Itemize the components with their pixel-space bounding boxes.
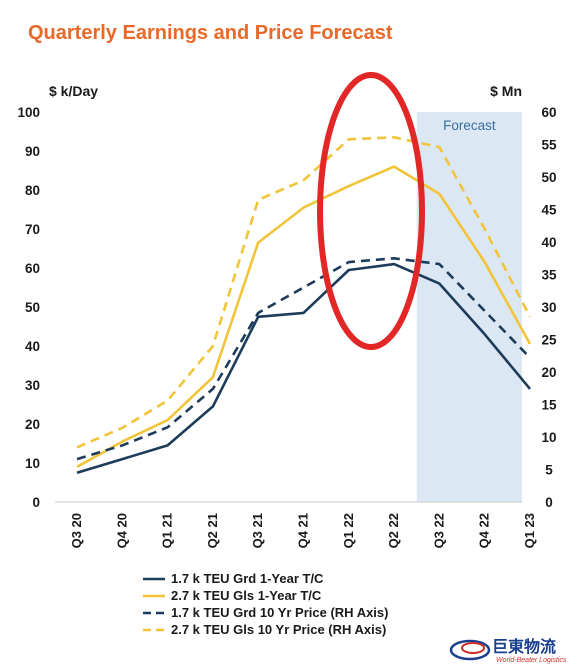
series-line-3 <box>76 256 531 461</box>
x-tick-label: Q4 21 <box>296 513 311 548</box>
left-tick-label: 0 <box>32 495 40 510</box>
left-tick-label: 20 <box>25 417 40 432</box>
forecast-region <box>416 112 522 502</box>
x-tick-label: Q1 22 <box>341 513 356 548</box>
x-tick-label: Q4 22 <box>477 513 492 548</box>
x-tick-label: Q3 20 <box>69 513 84 548</box>
left-tick-label: 100 <box>17 105 40 120</box>
chart-title: Quarterly Earnings and Price Forecast <box>28 22 393 44</box>
legend-label: 1.7 k TEU Grd 1-Year T/C <box>171 571 324 586</box>
right-tick-label: 10 <box>541 430 556 445</box>
left-tick-label: 60 <box>25 261 40 276</box>
left-tick-label: 90 <box>25 144 40 159</box>
x-tick-label: Q2 22 <box>386 513 401 548</box>
legend-label: 2.7 k TEU Gls 10 Yr Price (RH Axis) <box>171 622 386 637</box>
left-tick-label: 50 <box>25 300 40 315</box>
right-tick-label: 35 <box>541 268 557 283</box>
right-tick-label: 20 <box>541 365 556 380</box>
logo-name-cn: 巨東物流 <box>492 637 556 656</box>
right-tick-label: 5 <box>545 463 553 478</box>
logo-swoosh <box>449 639 491 661</box>
series-layer <box>76 136 532 475</box>
forecast-label: Forecast <box>443 118 496 133</box>
right-tick-label: 55 <box>541 138 557 153</box>
right-tick-label: 60 <box>541 105 556 120</box>
logo-name-en: World-Beater Logistics <box>496 657 567 664</box>
series-line-4 <box>76 136 532 449</box>
right-tick-label: 40 <box>541 235 556 250</box>
legend: 1.7 k TEU Grd 1-Year T/C 2.7 k TEU Gls 1-… <box>143 571 388 637</box>
left-tick-label: 80 <box>25 183 40 198</box>
x-axis-ticks: Q3 20 Q4 20 Q1 21 Q2 21 Q3 21 Q4 21 Q1 22 Q2 22… <box>69 513 537 548</box>
x-tick-label: Q1 21 <box>160 513 175 548</box>
left-tick-label: 10 <box>25 456 40 471</box>
series-line-2 <box>76 165 532 469</box>
left-axis-ticks: 0 10 20 30 40 50 60 70 80 90 100 <box>17 105 40 510</box>
left-axis-title: $ k/Day <box>49 83 98 99</box>
legend-label: 1.7 k TEU Grd 10 Yr Price (RH Axis) <box>171 605 388 620</box>
right-tick-label: 50 <box>541 170 556 185</box>
left-tick-label: 40 <box>25 339 40 354</box>
highlight-ellipse <box>317 72 425 350</box>
right-axis-title: $ Mn <box>490 83 522 99</box>
x-tick-label: Q2 21 <box>205 513 220 548</box>
x-tick-label: Q3 21 <box>250 513 265 548</box>
series-line-1 <box>76 262 532 475</box>
left-tick-label: 70 <box>25 222 40 237</box>
right-tick-label: 30 <box>541 300 556 315</box>
x-tick-label: Q4 20 <box>114 513 129 548</box>
right-tick-label: 15 <box>541 398 557 413</box>
x-tick-label: Q3 22 <box>431 513 446 548</box>
left-tick-label: 30 <box>25 378 40 393</box>
right-axis-ticks: 0 5 10 15 20 25 30 35 40 45 50 55 60 <box>541 105 557 510</box>
legend-label: 2.7 k TEU Gls 1-Year T/C <box>171 588 322 603</box>
right-tick-label: 45 <box>541 203 557 218</box>
logo-swoosh-red <box>461 642 485 654</box>
x-tick-label: Q1 23 <box>522 513 537 548</box>
right-tick-label: 25 <box>541 333 557 348</box>
right-tick-label: 0 <box>545 495 553 510</box>
company-logo: 巨東物流 World-Beater Logistics <box>449 637 567 664</box>
